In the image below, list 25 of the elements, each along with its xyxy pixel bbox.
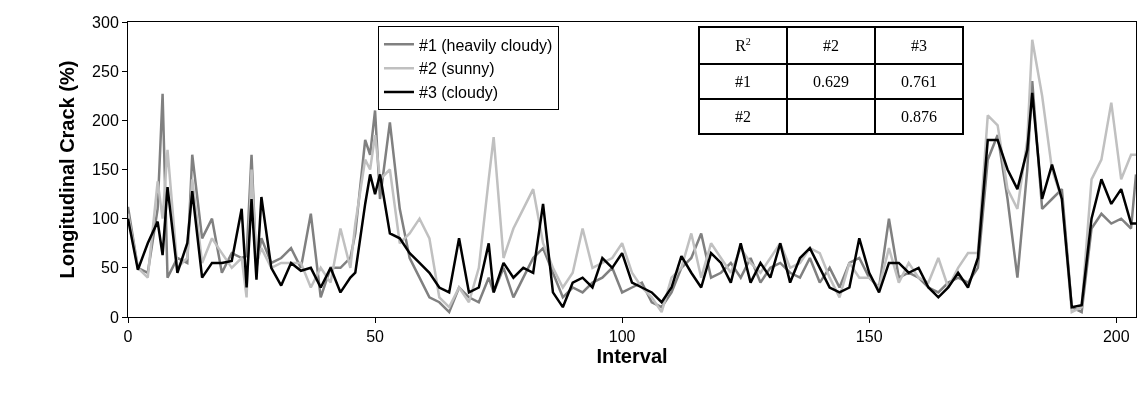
- annotation: 0.876: [875, 99, 963, 134]
- x-tick-label: 0: [123, 328, 133, 346]
- annotation: #2: [787, 27, 875, 65]
- y-tick-label: 250: [92, 62, 119, 80]
- y-tick-label: 150: [92, 161, 119, 179]
- y-tick-label: 0: [109, 308, 119, 326]
- x-tick-label: 100: [608, 328, 636, 346]
- x-tick-label: 150: [855, 328, 883, 346]
- y-tick-label: 100: [92, 210, 119, 228]
- annotation: #3: [875, 27, 963, 65]
- annotation: R$^{2}$: [699, 27, 787, 65]
- annotation: 0.761: [875, 64, 963, 100]
- legend-label: #3 (cloudy): [418, 84, 499, 102]
- y-tick-label: 50: [101, 259, 119, 277]
- annotation: #1: [699, 64, 787, 100]
- annotation: 0.629: [787, 64, 875, 100]
- y-tick-label: 300: [92, 13, 119, 31]
- x-tick-label: 200: [1102, 328, 1130, 346]
- y-tick-label: 200: [92, 111, 119, 129]
- y-axis-title: Longitudinal Crack (%): [55, 60, 78, 279]
- annotation: #2: [699, 99, 787, 134]
- x-tick-label: 50: [366, 328, 385, 346]
- legend-label: #1 (heavily cloudy): [418, 36, 553, 54]
- legend-label: #2 (sunny): [418, 60, 495, 78]
- x-axis-title: Interval: [596, 345, 668, 368]
